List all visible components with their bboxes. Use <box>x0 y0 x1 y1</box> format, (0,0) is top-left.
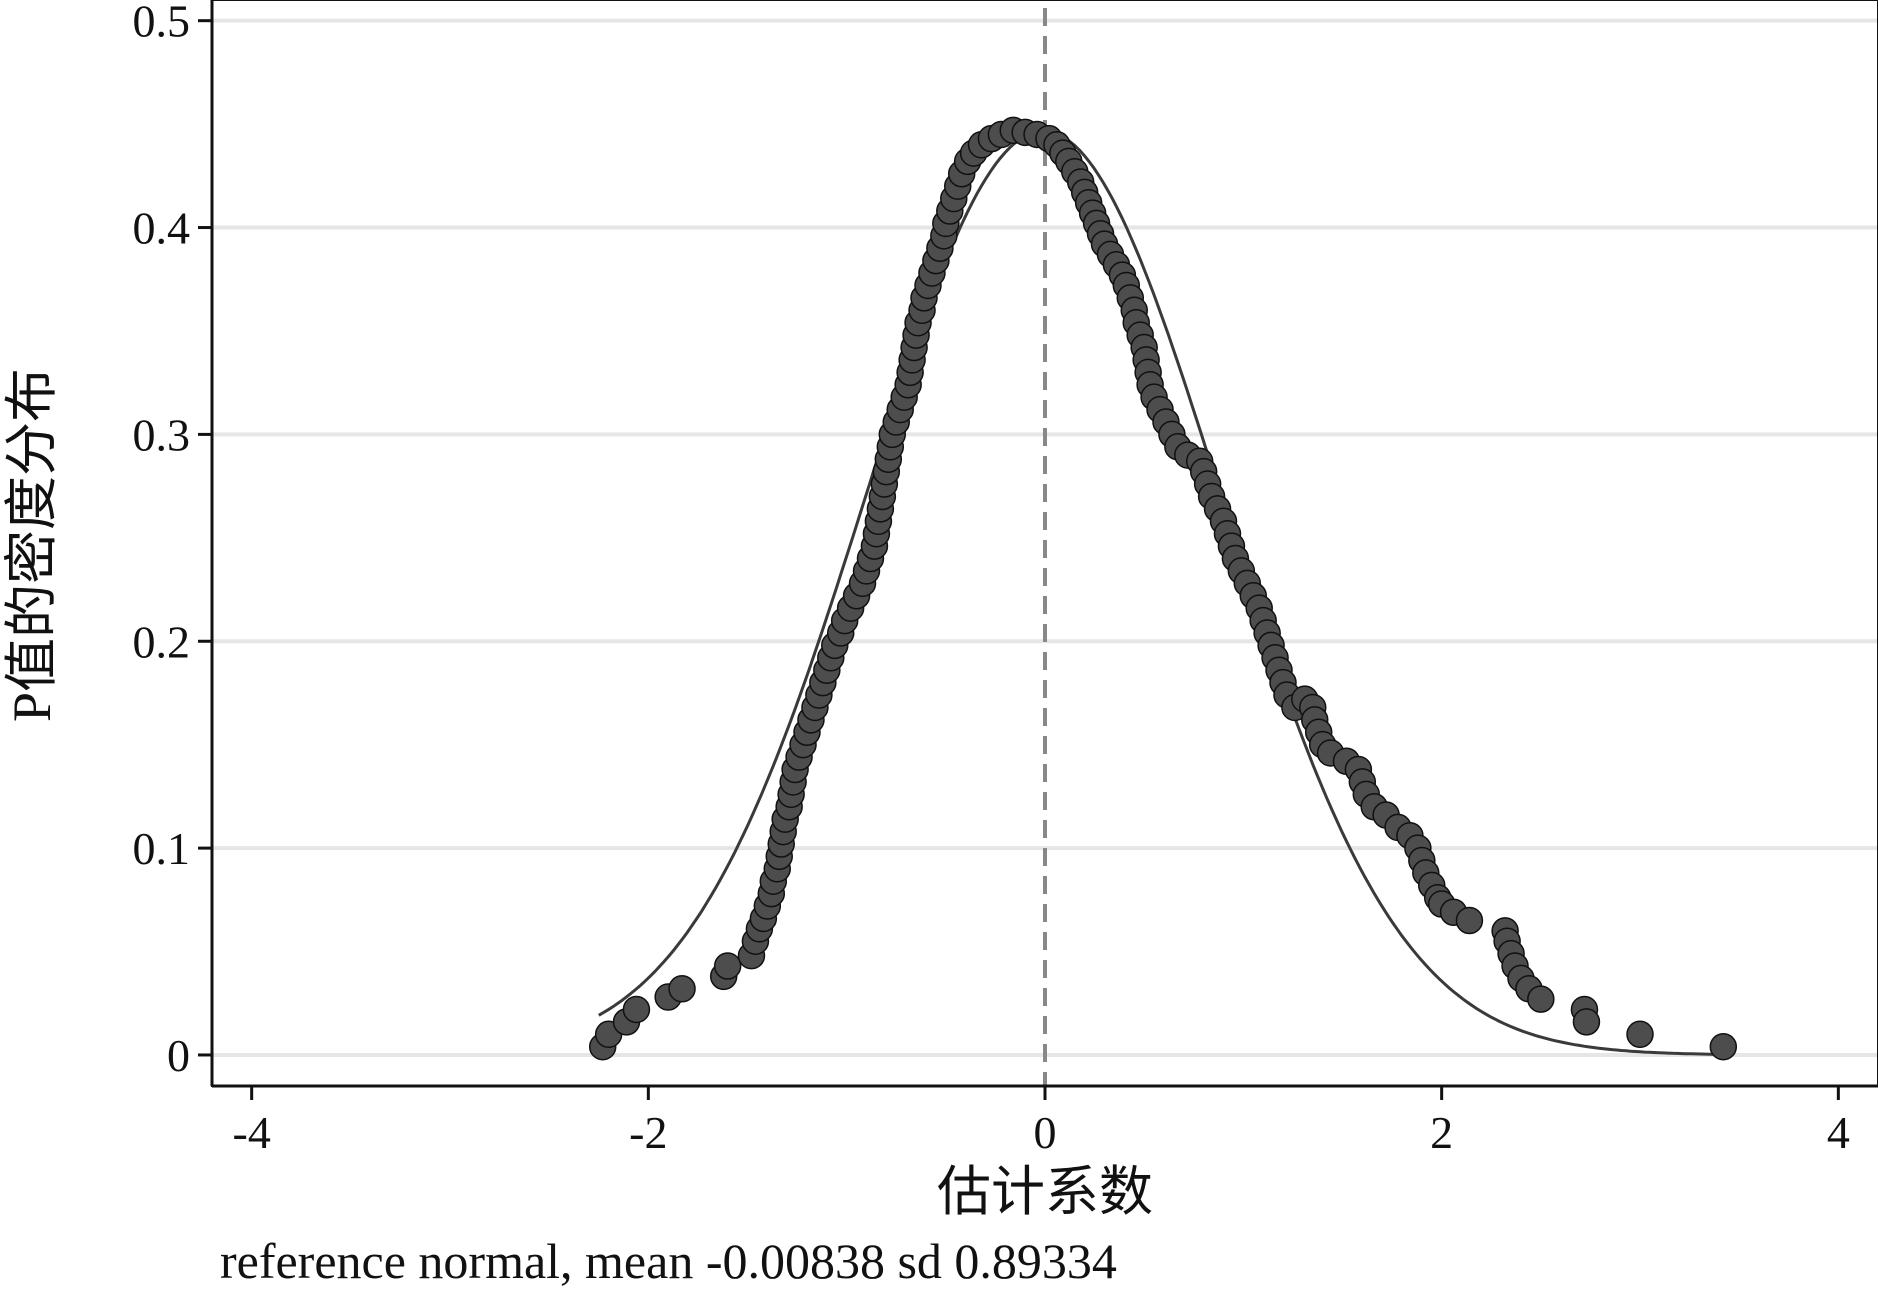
x-tick-label: -4 <box>233 1107 271 1158</box>
data-point <box>713 952 742 980</box>
y-axis-title: P值的密度分布 <box>2 368 62 722</box>
y-tick-label: 0.4 <box>133 203 191 254</box>
plot-area <box>210 0 1878 1088</box>
y-tick-label: 0.1 <box>133 823 191 874</box>
data-point <box>1626 1020 1654 1049</box>
data-point <box>1572 1008 1601 1036</box>
data-point <box>1709 1032 1738 1061</box>
x-axis-ticks: -4 -2 0 2 4 <box>233 1086 1850 1158</box>
y-tick-label: 0.3 <box>133 409 191 460</box>
x-tick-label: 0 <box>1034 1107 1057 1158</box>
y-axis-ticks: 0 0.1 0.2 0.3 0.4 0.5 <box>133 0 212 1081</box>
data-points <box>588 116 1738 1061</box>
x-tick-label: -2 <box>629 1107 667 1158</box>
x-axis-title: 估计系数 <box>937 1162 1153 1222</box>
gridlines <box>212 18 1878 1057</box>
x-tick-label: 4 <box>1827 1107 1850 1158</box>
y-tick-label: 0 <box>167 1030 190 1081</box>
data-point <box>622 995 651 1024</box>
data-point <box>1455 906 1484 935</box>
y-tick-label: 0.2 <box>133 616 191 667</box>
data-point <box>668 975 696 1003</box>
y-tick-label: 0.5 <box>133 0 191 47</box>
x-tick-label: 2 <box>1430 1107 1453 1158</box>
reference-normal-curve <box>598 129 1720 1056</box>
data-point <box>1527 985 1555 1013</box>
reference-normal-note: reference normal, mean -0.00838 sd 0.893… <box>220 1233 1117 1289</box>
